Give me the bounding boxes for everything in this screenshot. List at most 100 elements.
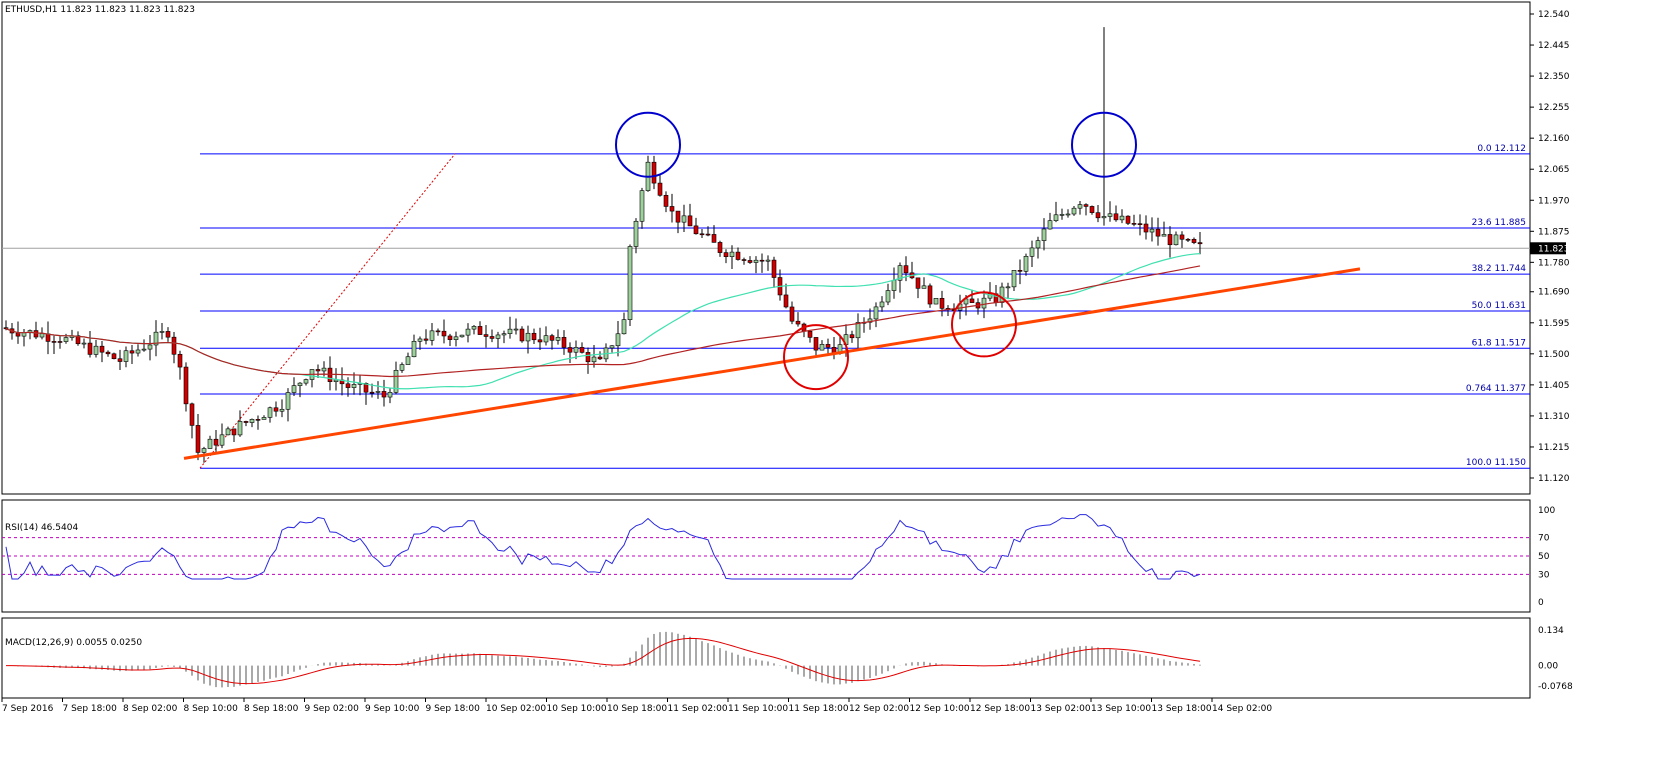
candle-body bbox=[447, 335, 453, 340]
y-tick-label: 11.120 bbox=[1538, 474, 1570, 484]
candle-body bbox=[453, 336, 459, 340]
symbol-header: ETHUSD,H1 11.823 11.823 11.823 11.823 bbox=[5, 5, 195, 15]
candle-body bbox=[1179, 234, 1185, 240]
candle-body bbox=[3, 327, 9, 330]
candle-body bbox=[189, 403, 195, 426]
candle-body bbox=[207, 438, 213, 449]
candle-body bbox=[1095, 212, 1101, 219]
y-tick-label: 11.500 bbox=[1538, 350, 1570, 360]
candle-body bbox=[381, 391, 387, 398]
candle-body bbox=[651, 161, 657, 184]
candle-body bbox=[1035, 240, 1041, 249]
annotation-circle bbox=[1071, 111, 1137, 178]
candle-body bbox=[105, 351, 111, 355]
candle-body bbox=[63, 337, 69, 342]
x-tick-label: 9 Sep 18:00 bbox=[426, 704, 481, 714]
candle-body bbox=[807, 330, 813, 338]
fib-label: 0.764 11.377 bbox=[1466, 384, 1526, 394]
candle-body bbox=[795, 320, 801, 325]
candle-body bbox=[885, 290, 891, 303]
candle-body bbox=[201, 448, 207, 453]
candle-body bbox=[705, 233, 711, 236]
y-tick-label: 11.690 bbox=[1538, 288, 1570, 298]
ma-slow-line bbox=[5, 265, 1201, 378]
current-price-text: 11.823 bbox=[1538, 244, 1570, 254]
x-tick-label: 10 Sep 18:00 bbox=[607, 704, 667, 714]
candle-body bbox=[681, 215, 687, 223]
candle-body bbox=[639, 190, 645, 222]
candle-body bbox=[1107, 213, 1113, 217]
candle-body bbox=[1161, 234, 1167, 237]
candle-body bbox=[477, 326, 483, 335]
candle-body bbox=[657, 182, 663, 196]
price-pane: 12.540 12.445 12.350 12.255 12.160 12.065 11.9… bbox=[1, 1, 1570, 495]
x-tick-label: 11 Sep 02:00 bbox=[668, 704, 728, 714]
x-tick-label: 12 Sep 02:00 bbox=[849, 704, 909, 714]
candle-body bbox=[39, 333, 45, 338]
candle-body bbox=[1017, 270, 1023, 272]
candle-body bbox=[1077, 204, 1083, 209]
candle-body bbox=[1185, 238, 1191, 241]
annotation-circle bbox=[951, 291, 1017, 358]
candle-body bbox=[129, 350, 135, 354]
candle-body bbox=[711, 234, 717, 243]
candle-body bbox=[387, 392, 393, 398]
candle-body bbox=[417, 338, 423, 342]
candle-body bbox=[1119, 215, 1125, 221]
candle-body bbox=[573, 347, 579, 353]
x-tick-label: 8 Sep 18:00 bbox=[244, 704, 299, 714]
candle-body bbox=[321, 367, 327, 372]
y-tick-label: 11.215 bbox=[1538, 443, 1570, 453]
candle-body bbox=[561, 337, 567, 348]
candle-body bbox=[747, 260, 753, 263]
candle-body bbox=[759, 259, 765, 262]
candle-body bbox=[921, 285, 927, 289]
candle-body bbox=[1071, 207, 1077, 215]
candle-body bbox=[93, 345, 99, 355]
rsi-tick-label: 100 bbox=[1538, 506, 1555, 516]
candle-body bbox=[75, 335, 81, 345]
candle-body bbox=[1059, 214, 1065, 216]
candle-body bbox=[999, 286, 1005, 303]
candle-body bbox=[1149, 228, 1155, 233]
candle-body bbox=[333, 379, 339, 382]
candle-body bbox=[15, 332, 21, 337]
candle-body bbox=[717, 242, 723, 253]
candle-body bbox=[1137, 223, 1143, 225]
candle-body bbox=[51, 341, 57, 343]
time-axis: 7 Sep 2016 7 Sep 18:00 8 Sep 02:00 8 Sep 10… bbox=[1, 698, 1272, 714]
candle-body bbox=[549, 335, 555, 341]
x-tick-label: 14 Sep 02:00 bbox=[1212, 704, 1272, 714]
candle-body bbox=[171, 336, 177, 355]
candle-body bbox=[729, 251, 735, 257]
candle-body bbox=[591, 356, 597, 363]
candle-body bbox=[489, 336, 495, 339]
candle-body bbox=[255, 419, 261, 421]
rsi-pane: 100 70 50 30 0 bbox=[1, 499, 1555, 613]
candle-body bbox=[927, 285, 933, 305]
macd-tick-label: 0.00 bbox=[1538, 662, 1558, 672]
candle-body bbox=[1173, 234, 1179, 246]
macd-tick-label: 0.134 bbox=[1538, 626, 1564, 636]
candle-body bbox=[291, 385, 297, 393]
candle-body bbox=[219, 434, 225, 446]
candle-body bbox=[423, 338, 429, 341]
candle-body bbox=[1131, 223, 1137, 225]
candle-body bbox=[687, 215, 693, 227]
candle-body bbox=[345, 383, 351, 388]
candle-body bbox=[81, 342, 87, 345]
candle-body bbox=[789, 306, 795, 322]
rsi-tick-label: 70 bbox=[1538, 534, 1550, 544]
candle-body bbox=[243, 421, 249, 423]
rsi-tick-label: 30 bbox=[1538, 570, 1550, 580]
fib-label: 38.2 11.744 bbox=[1472, 264, 1527, 274]
candle-body bbox=[723, 252, 729, 257]
candle-body bbox=[405, 356, 411, 365]
y-tick-label: 12.065 bbox=[1538, 165, 1570, 175]
candle-body bbox=[375, 391, 381, 393]
rsi-tick-label: 0 bbox=[1538, 598, 1544, 608]
candle-body bbox=[483, 334, 489, 337]
x-tick-label: 12 Sep 18:00 bbox=[970, 704, 1030, 714]
fib-label: 0.0 12.112 bbox=[1477, 144, 1526, 154]
